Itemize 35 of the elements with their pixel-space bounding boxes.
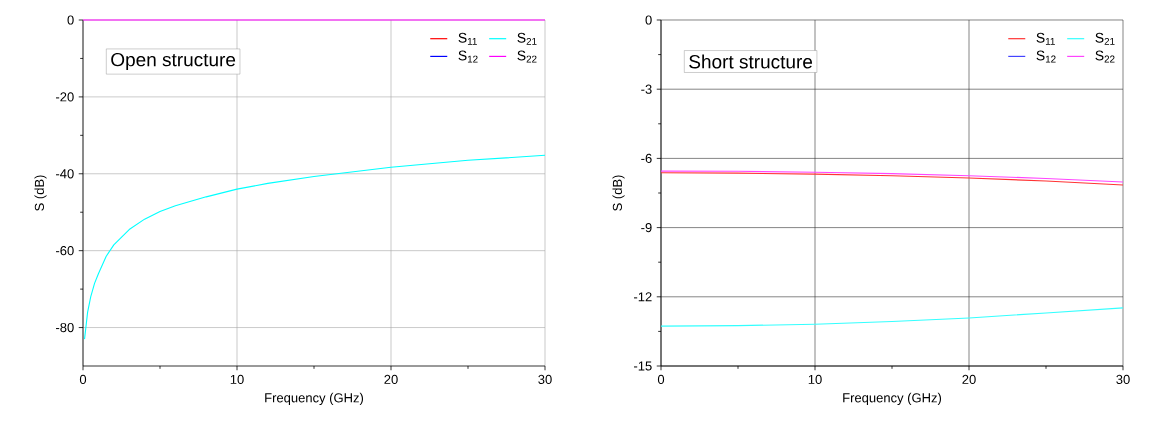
x-tick-label: 30: [538, 374, 552, 384]
y-tick-label: -80: [56, 322, 74, 333]
x-axis-title: Frequency (GHz): [265, 392, 364, 405]
y-tick-label: -6: [641, 153, 652, 163]
x-tick-label: 20: [384, 374, 398, 384]
legend-label: S$_{11}$: [458, 32, 477, 45]
y-tick-label: -3: [641, 84, 652, 94]
x-tick-label: 30: [1116, 374, 1130, 384]
y-axis-title: S (dB): [34, 175, 47, 211]
legend-label: S$_{21}$: [517, 32, 537, 45]
legend-label: S$_{12}$: [1036, 50, 1056, 63]
y-tick-label: -40: [56, 169, 74, 179]
line-series: [660, 307, 1124, 327]
text: Open structure: [111, 52, 236, 71]
line-series: [83, 154, 546, 340]
y-tick-label: 0: [645, 15, 652, 25]
x-tick-label: 10: [230, 374, 244, 384]
y-tick-label: 0: [67, 15, 74, 25]
legend-label: S$_{12}$: [458, 50, 478, 63]
y-axis-title: S (dB): [612, 175, 625, 211]
text: Short structure: [689, 54, 813, 69]
legend-label: S$_{11}$: [1036, 32, 1055, 45]
x-tick-label: 10: [808, 374, 822, 384]
y-tick-label: -12: [634, 292, 652, 302]
legend-label: S$_{22}$: [517, 50, 537, 63]
legend-label: S$_{21}$: [1095, 32, 1115, 45]
x-tick-label: 0: [657, 374, 665, 384]
y-tick-label: -15: [634, 361, 652, 371]
y-tick-label: -9: [641, 223, 652, 233]
y-tick-label: -20: [56, 92, 74, 102]
y-tick-label: -60: [56, 246, 74, 256]
legend-label: S$_{22}$: [1095, 50, 1115, 63]
x-tick-label: 20: [962, 374, 976, 384]
x-tick-label: 0: [79, 374, 87, 384]
x-axis-title: Frequency (GHz): [843, 392, 942, 405]
